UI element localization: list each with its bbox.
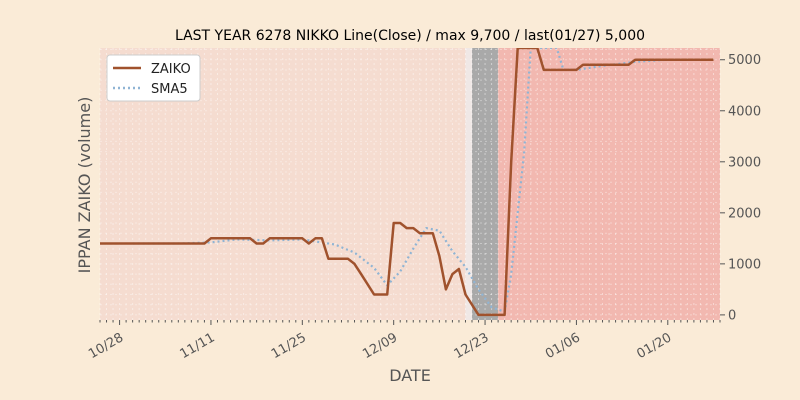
y-tick-label: 0: [728, 308, 736, 323]
y-tick-label: 2000: [728, 206, 761, 221]
legend-sma5-label: SMA5: [151, 82, 188, 97]
y-tick-label: 4000: [728, 104, 761, 119]
x-tick-label: 01/20: [634, 330, 674, 362]
series-line-zaiko: [100, 48, 714, 317]
legend-zaiko-label: ZAIKO: [151, 62, 191, 77]
y-tick-label: 3000: [728, 155, 761, 170]
x-tick-label: 12/23: [452, 330, 492, 362]
x-tick-label: 01/06: [543, 330, 583, 362]
x-tick-label: 11/25: [269, 330, 309, 362]
legend-box: [106, 54, 201, 102]
x-tick-label: 10/28: [86, 330, 126, 362]
x-axis-ticks: 10/28 11/11 11/25 12/09 12/23 01/06 01/20: [86, 320, 721, 362]
shaded-region-2: [472, 48, 499, 320]
y-tick-label: 1000: [728, 257, 761, 272]
x-tick-label: 11/11: [178, 330, 218, 362]
y-axis-ticks: 0 1000 2000 3000 4000 5000: [720, 53, 761, 323]
shaded-region-1: [465, 48, 472, 320]
grid-lines: [99, 48, 721, 320]
legend: ZAIKO SMA5: [106, 54, 201, 102]
y-tick-label: 5000: [728, 53, 761, 68]
x-tick-label: 12/09: [360, 330, 400, 362]
y-axis-label: IPPAN ZAIKO (volume): [75, 97, 94, 274]
series-layer: [100, 48, 714, 317]
shaded-region-3: [498, 48, 720, 320]
chart-title: LAST YEAR 6278 NIKKO Line(Close) / max 9…: [175, 28, 645, 44]
x-axis-label: DATE: [389, 366, 431, 385]
